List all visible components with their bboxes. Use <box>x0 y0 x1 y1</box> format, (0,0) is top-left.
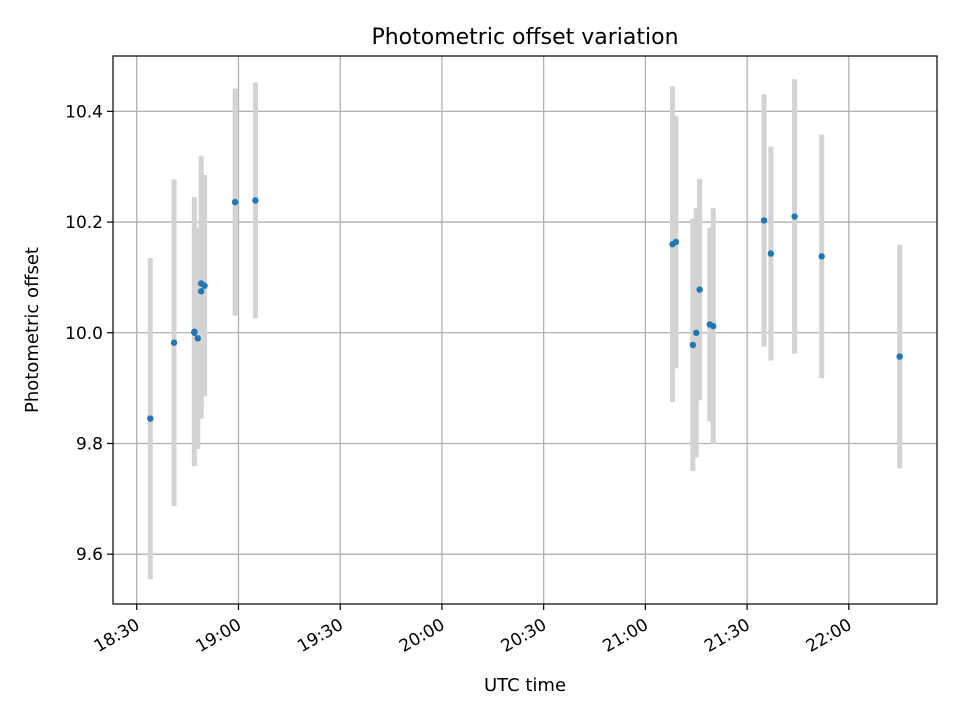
chart-title: Photometric offset variation <box>371 25 678 50</box>
y-tick-label: 9.8 <box>76 434 103 454</box>
data-point <box>201 282 208 289</box>
data-point <box>147 415 154 422</box>
x-tick-label: 19:30 <box>294 615 346 657</box>
data-point <box>791 213 798 220</box>
data-point <box>689 341 697 349</box>
y-tick-label: 9.6 <box>76 545 103 565</box>
errorbar-layer <box>147 79 903 580</box>
data-point <box>170 339 178 346</box>
x-tick-label: 20:00 <box>396 615 448 657</box>
tick-layer: 18:30 19:00 19:30 20:00 20:30 21:00 21:30 22:00… <box>65 102 855 656</box>
y-axis-label: Photometric offset <box>22 247 43 413</box>
data-point <box>672 238 680 246</box>
data-point <box>252 197 259 204</box>
data-point <box>191 329 198 336</box>
x-tick-label: 18:30 <box>91 615 143 657</box>
x-tick-label: 22:00 <box>803 615 855 657</box>
data-point <box>709 322 717 330</box>
data-point <box>760 217 768 224</box>
data-point <box>231 198 239 206</box>
y-tick-label: 10.2 <box>65 213 103 233</box>
y-tick-label: 10.0 <box>65 324 103 344</box>
data-point <box>696 286 703 293</box>
x-tick-label: 20:30 <box>498 615 550 657</box>
data-point <box>693 329 700 336</box>
x-tick-label: 21:00 <box>599 615 651 657</box>
data-point <box>767 250 775 257</box>
plot-frame <box>112 55 938 605</box>
data-point <box>896 353 903 360</box>
x-axis-label: UTC time <box>484 675 566 696</box>
x-tick-label: 19:00 <box>193 615 245 657</box>
data-point <box>818 253 825 260</box>
x-tick-label: 21:30 <box>701 615 753 657</box>
grid-layer <box>113 56 937 604</box>
data-point <box>194 335 201 342</box>
data-point <box>197 288 205 295</box>
point-layer <box>147 197 903 422</box>
y-tick-label: 10.4 <box>65 102 103 122</box>
